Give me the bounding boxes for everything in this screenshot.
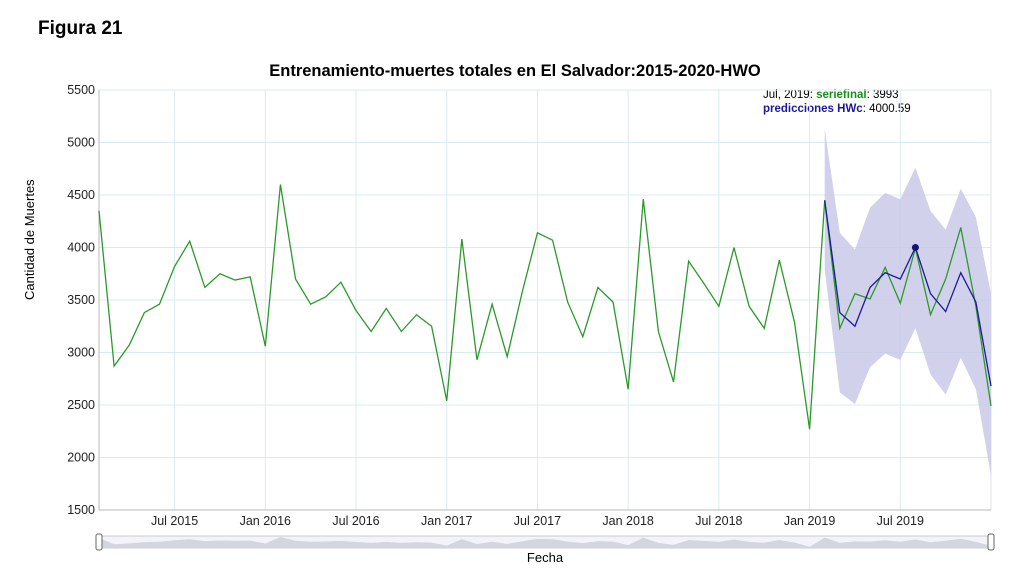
x-tick-label: Jul 2015 — [151, 514, 198, 528]
y-tick-label: 2000 — [67, 451, 95, 465]
line-predicciones — [824, 200, 992, 387]
y-tick-label: 2500 — [67, 398, 95, 412]
confidence-band — [824, 128, 991, 476]
legend-series-name-2: predicciones HWc — [763, 103, 863, 115]
range-handle-left[interactable] — [95, 533, 103, 551]
y-tick-label: 1500 — [67, 503, 95, 517]
line-seriefinal — [98, 184, 992, 430]
y-tick-label: 4500 — [67, 188, 95, 202]
x-tick-label: Jan 2017 — [421, 514, 472, 528]
x-axis-label: Fecha — [526, 550, 564, 565]
legend-date: Jul, 2019 — [763, 89, 810, 101]
legend-date-row: Jul, 2019: seriefinal: 3993 — [763, 89, 899, 101]
x-tick-label: Jan 2018 — [602, 514, 653, 528]
y-tick-label: 3500 — [67, 293, 95, 307]
chart-title: Entrenamiento-muertes totales en El Salv… — [269, 62, 761, 80]
range-selector-mini-chart — [99, 537, 991, 548]
legend-value-1: 3993 — [872, 89, 899, 101]
range-handle-right[interactable] — [987, 533, 995, 551]
x-tick-label: Jul 2019 — [877, 514, 924, 528]
x-tick-label: Jan 2016 — [240, 514, 291, 528]
x-tick-label: Jan 2019 — [784, 514, 835, 528]
y-tick-label: 3000 — [67, 346, 95, 360]
y-tick-label: 5500 — [67, 83, 95, 97]
x-tick-label: Jul 2018 — [695, 514, 742, 528]
y-tick-label: 4000 — [67, 241, 95, 255]
x-tick-label: Jul 2016 — [332, 514, 379, 528]
highlight-point — [911, 243, 919, 251]
legend-series-name-1: seriefinal — [816, 89, 867, 101]
y-tick-label: 5000 — [67, 136, 95, 150]
x-tick-label: Jul 2017 — [514, 514, 561, 528]
figure-label: Figura 21 — [38, 18, 123, 39]
